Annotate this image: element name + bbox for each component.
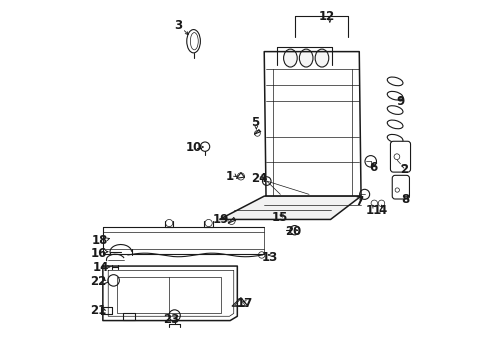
Text: 5: 5: [251, 116, 259, 129]
Text: 2: 2: [399, 163, 407, 176]
Text: 11: 11: [365, 204, 381, 217]
Ellipse shape: [283, 49, 297, 67]
FancyBboxPatch shape: [389, 141, 410, 172]
Polygon shape: [231, 298, 247, 306]
Text: 10: 10: [186, 141, 202, 154]
Text: 8: 8: [401, 193, 409, 206]
Ellipse shape: [299, 49, 312, 67]
Text: 21: 21: [90, 305, 106, 318]
Text: 22: 22: [90, 275, 106, 288]
Text: 20: 20: [284, 225, 301, 238]
Text: 17: 17: [236, 297, 252, 310]
Text: 24: 24: [250, 172, 266, 185]
Text: 13: 13: [261, 251, 277, 264]
Bar: [117, 277, 221, 313]
Text: 15: 15: [272, 211, 288, 224]
FancyBboxPatch shape: [391, 175, 408, 199]
Text: 23: 23: [163, 313, 179, 327]
Polygon shape: [234, 300, 245, 306]
Text: 1: 1: [225, 170, 234, 183]
Text: 14: 14: [93, 261, 109, 274]
Text: 6: 6: [369, 161, 377, 174]
Text: 9: 9: [396, 95, 404, 108]
Text: 12: 12: [318, 10, 334, 23]
Ellipse shape: [314, 49, 328, 67]
Text: 7: 7: [354, 195, 363, 208]
Polygon shape: [219, 196, 360, 220]
Text: 3: 3: [174, 19, 182, 32]
Text: 19: 19: [213, 213, 229, 226]
Text: 4: 4: [378, 204, 386, 217]
Text: 18: 18: [92, 234, 108, 247]
Text: 16: 16: [90, 247, 106, 260]
